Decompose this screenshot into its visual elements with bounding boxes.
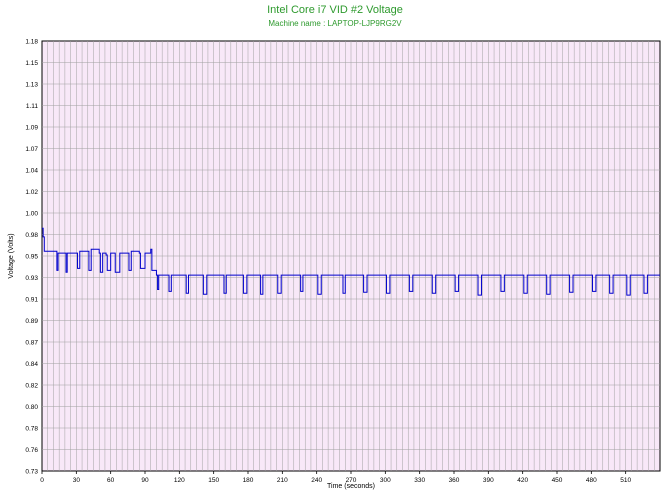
y-tick-label: 1.02: [25, 189, 38, 196]
y-tick-label: 1.18: [25, 39, 38, 46]
y-tick-label: 0.80: [25, 404, 38, 411]
x-tick-label: 330: [414, 477, 425, 484]
y-tick-label: 0.98: [25, 232, 38, 239]
voltage-series-line: [42, 227, 660, 296]
x-tick-label: 180: [243, 477, 254, 484]
y-tick-label: 0.91: [25, 297, 38, 304]
x-tick-label: 510: [620, 477, 631, 484]
x-tick-label: 420: [517, 477, 528, 484]
y-tick-label: 0.93: [25, 275, 38, 282]
y-tick-label: 1.13: [25, 82, 38, 89]
x-tick-label: 270: [346, 477, 357, 484]
y-tick-label: 0.84: [25, 361, 38, 368]
x-tick-label: 150: [208, 477, 219, 484]
y-tick-label: 1.11: [26, 103, 39, 110]
y-tick-label: 0.95: [25, 254, 38, 261]
chart-subtitle: Machine name : LAPTOP-LJP9RG2V: [268, 19, 402, 28]
x-tick-label: 480: [586, 477, 597, 484]
x-tick-label: 360: [449, 477, 460, 484]
x-axis-label: Time (seconds): [327, 483, 375, 490]
x-tick-label: 390: [483, 477, 494, 484]
y-tick-label: 1.09: [25, 125, 38, 132]
y-tick-label: 1.00: [25, 211, 38, 218]
y-tick-label: 1.15: [25, 60, 38, 67]
x-tick-label: 0: [40, 477, 44, 484]
x-tick-label: 120: [174, 477, 185, 484]
y-tick-label: 1.07: [25, 146, 38, 153]
x-tick-label: 30: [73, 477, 81, 484]
y-tick-label: 0.78: [25, 426, 38, 433]
x-tick-label: 450: [552, 477, 563, 484]
y-tick-label: 0.89: [25, 318, 38, 325]
x-tick-label: 300: [380, 477, 391, 484]
x-tick-label: 210: [277, 477, 288, 484]
y-axis-label: Voltage (Volts): [8, 233, 15, 278]
x-tick-label: 60: [107, 477, 115, 484]
y-tick-label: 0.73: [25, 469, 38, 476]
x-tick-label: 240: [311, 477, 322, 484]
y-tick-label: 1.04: [25, 168, 38, 175]
y-tick-label: 0.87: [25, 340, 38, 347]
y-tick-label: 0.82: [25, 383, 38, 390]
x-tick-label: 90: [141, 477, 149, 484]
y-tick-label: 0.76: [25, 447, 38, 454]
chart-title: Intel Core i7 VID #2 Voltage: [267, 4, 403, 16]
